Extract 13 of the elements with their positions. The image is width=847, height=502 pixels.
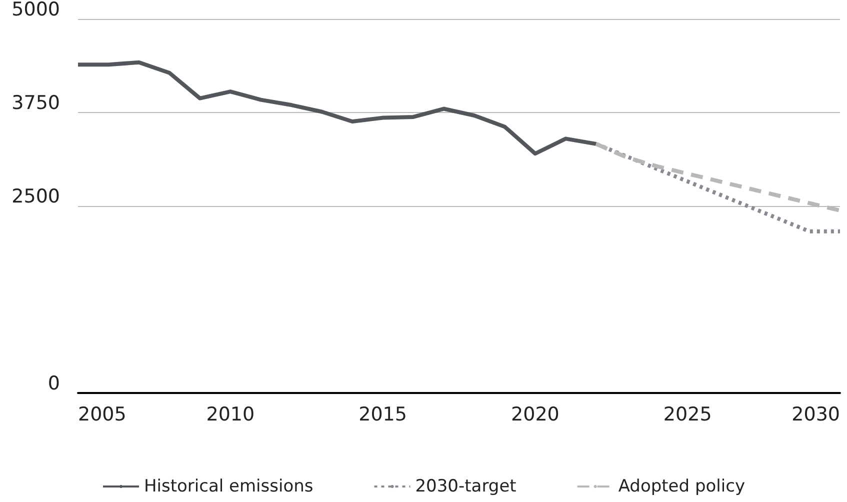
x-tick-label: 2015 [358,404,407,426]
x-tick-label: 2005 [78,404,126,426]
y-tick-label: 2500 [12,186,60,208]
x-tick-label: 2020 [511,404,560,426]
legend-label: Adopted policy [618,476,746,496]
y-tick-label: 5000 [12,0,60,20]
legend-label: 2030-target [415,476,517,496]
y-tick-label: 0 [48,372,60,394]
x-tick-label: 2030 [792,404,840,426]
x-tick-label: 2025 [663,404,712,426]
x-tick-label: 2010 [206,404,255,426]
y-tick-label: 3750 [12,92,60,114]
legend-label: Historical emissions [144,476,314,496]
